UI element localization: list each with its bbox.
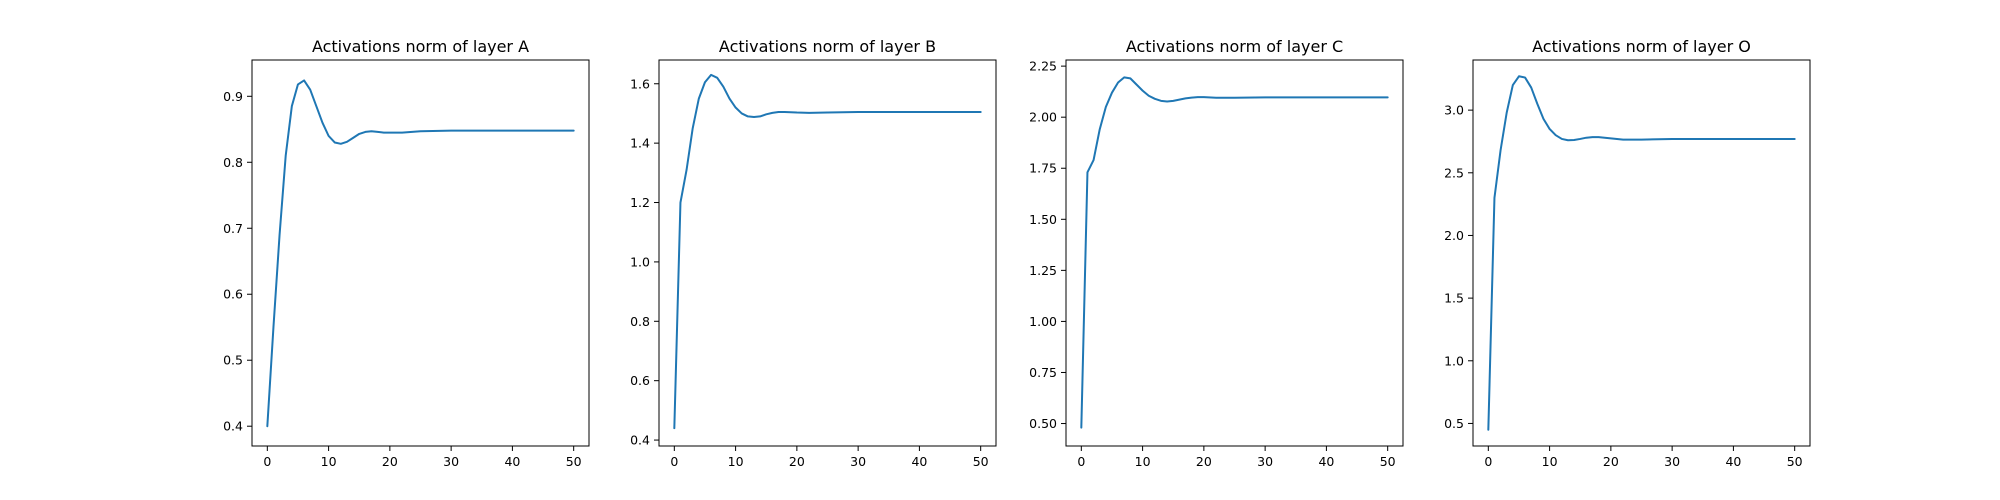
- x-tick-label: 50: [973, 454, 989, 469]
- x-tick-label: 0: [1484, 454, 1492, 469]
- subplot-1: Activations norm of layer A 0 10 20 30 40 50 0.…: [223, 37, 590, 469]
- y-tick-label: 0.75: [1029, 365, 1057, 380]
- y-tick-label: 2.25: [1029, 59, 1057, 74]
- x-tick-label: 30: [1257, 454, 1273, 469]
- x-tick-label: 40: [504, 454, 520, 469]
- x-tick-label: 0: [670, 454, 678, 469]
- y-tick-label: 0.6: [223, 287, 243, 302]
- series-line: [1080, 76, 1389, 429]
- axes-frame: [658, 59, 997, 447]
- axes-frame: [1472, 59, 1811, 447]
- series-line: [1487, 75, 1796, 431]
- x-tick-label: 10: [728, 454, 744, 469]
- x-tick-label: 50: [566, 454, 582, 469]
- x-tick-label: 20: [382, 454, 398, 469]
- x-tick-label: 40: [911, 454, 927, 469]
- series-line: [266, 79, 575, 428]
- x-tick-label: 30: [443, 454, 459, 469]
- chart-title: Activations norm of layer C: [1126, 37, 1343, 56]
- chart-title: Activations norm of layer A: [312, 37, 529, 56]
- y-tick-label: 1.5: [1444, 291, 1464, 306]
- y-tick-label: 2.0: [1444, 228, 1464, 243]
- axes-frame: [1065, 59, 1404, 447]
- x-tick-label: 0: [1077, 454, 1085, 469]
- y-tick-label: 1.00: [1029, 314, 1057, 329]
- x-tick-label: 30: [1664, 454, 1680, 469]
- y-tick-label: 2.00: [1029, 110, 1057, 125]
- subplot-4: Activations norm of layer O 0 10 20 30 40 50 0.…: [1444, 37, 1811, 469]
- y-tick-label: 1.4: [630, 136, 650, 151]
- y-tick-label: 1.25: [1029, 263, 1057, 278]
- x-tick-label: 30: [850, 454, 866, 469]
- chart-title: Activations norm of layer B: [719, 37, 936, 56]
- y-tick-label: 1.2: [630, 195, 650, 210]
- y-tick-label: 0.4: [223, 419, 243, 434]
- y-tick-label: 0.8: [630, 314, 650, 329]
- y-tick-label: 0.8: [223, 155, 243, 170]
- y-tick-label: 1.0: [1444, 353, 1464, 368]
- x-tick-label: 50: [1380, 454, 1396, 469]
- y-tick-label: 0.9: [223, 89, 243, 104]
- x-tick-label: 0: [263, 454, 271, 469]
- x-tick-label: 20: [1196, 454, 1212, 469]
- x-tick-label: 40: [1725, 454, 1741, 469]
- y-tick-label: 1.0: [630, 254, 650, 269]
- series-line: [673, 73, 982, 430]
- y-tick-label: 0.50: [1029, 416, 1057, 431]
- x-tick-label: 10: [321, 454, 337, 469]
- y-tick-label: 0.5: [1444, 416, 1464, 431]
- x-tick-label: 20: [1603, 454, 1619, 469]
- y-tick-label: 3.0: [1444, 103, 1464, 118]
- y-tick-label: 1.75: [1029, 161, 1057, 176]
- subplot-3: Activations norm of layer C 0 10 20 30 40 50 0.…: [1029, 37, 1404, 469]
- chart-title: Activations norm of layer O: [1532, 37, 1751, 56]
- y-tick-label: 1.6: [630, 76, 650, 91]
- y-tick-label: 0.5: [223, 353, 243, 368]
- x-tick-label: 50: [1787, 454, 1803, 469]
- y-tick-label: 0.6: [630, 373, 650, 388]
- y-tick-label: 0.7: [223, 221, 243, 236]
- y-tick-label: 2.5: [1444, 165, 1464, 180]
- subplot-2: Activations norm of layer B 0 10 20 30 40 50 0.…: [630, 37, 997, 469]
- y-tick-label: 0.4: [630, 433, 650, 448]
- x-tick-label: 40: [1318, 454, 1334, 469]
- x-tick-label: 10: [1135, 454, 1151, 469]
- y-tick-label: 1.50: [1029, 212, 1057, 227]
- axes-frame: [251, 59, 590, 447]
- x-tick-label: 10: [1542, 454, 1558, 469]
- x-tick-label: 20: [789, 454, 805, 469]
